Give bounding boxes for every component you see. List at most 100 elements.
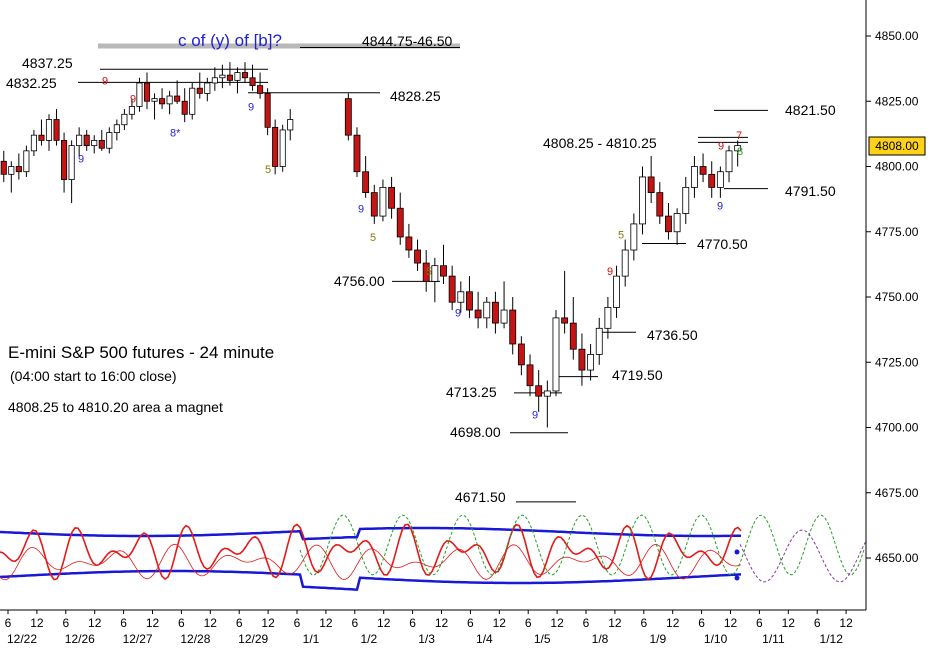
x-hour-label: 12 — [319, 616, 333, 630]
last-price-badge — [868, 136, 926, 156]
level-label: 4736.50 — [647, 327, 698, 343]
candle-body — [370, 192, 378, 217]
x-date-label: 1/3 — [418, 632, 435, 646]
oscillator-end-dot — [734, 575, 740, 581]
candle-body — [673, 213, 681, 233]
candle-body — [91, 139, 98, 147]
count-label: 9 — [358, 203, 364, 215]
y-tick-label: 4725.00 — [875, 355, 919, 369]
candle-body — [61, 139, 68, 180]
x-hour-label: 6 — [178, 616, 185, 630]
candle-body — [682, 186, 690, 214]
candle-body — [353, 134, 361, 173]
candle-body — [500, 309, 508, 324]
candle-body — [509, 309, 517, 345]
x-hour-label: 6 — [756, 616, 763, 630]
candle-body — [388, 186, 396, 209]
candle-body — [189, 87, 196, 115]
y-tick-label: 4825.00 — [875, 94, 919, 108]
candle-body — [396, 207, 404, 238]
candle-body — [466, 291, 473, 311]
candle-body — [431, 265, 439, 282]
level-label: 4837.25 — [22, 55, 73, 71]
candle-body — [219, 74, 226, 79]
candle-body — [38, 134, 45, 141]
candle-body — [0, 160, 7, 175]
count-label: 7 — [736, 130, 742, 142]
x-date-label: 1/12 — [820, 632, 844, 646]
x-date-label: 12/27 — [123, 632, 153, 646]
candle-body — [279, 129, 286, 167]
level-label: 4698.00 — [450, 424, 501, 440]
y-tick-label: 4650.00 — [875, 551, 919, 565]
candle-body — [647, 176, 655, 194]
candle-body — [249, 77, 256, 86]
candlesticks — [0, 62, 742, 428]
x-hour-label: 6 — [640, 616, 647, 630]
candle-body — [535, 385, 543, 397]
candle-body — [121, 113, 128, 126]
candle-body — [241, 72, 249, 79]
candle-body — [362, 171, 370, 194]
count-label: 9 — [532, 409, 538, 421]
level-label: 4832.25 — [6, 75, 57, 91]
candle-body — [264, 93, 271, 128]
candle-body — [561, 317, 569, 324]
level-label: 4770.50 — [697, 236, 748, 252]
count-label: 9 — [718, 141, 724, 153]
count-label: 8 — [737, 146, 743, 158]
count-label: 9 — [78, 154, 84, 166]
x-date-label: 1/4 — [476, 632, 493, 646]
candle-body — [440, 265, 447, 277]
candle-body — [159, 98, 166, 105]
candle-body — [151, 98, 158, 102]
x-date-label: 1/5 — [534, 632, 551, 646]
level-label: 4844.75-46.50 — [362, 33, 453, 49]
oscillator-projection-purple — [739, 529, 867, 583]
level-label: 4713.25 — [446, 384, 497, 400]
x-hour-label: 6 — [814, 616, 821, 630]
candle-body — [128, 106, 135, 115]
x-hour-label: 6 — [525, 616, 532, 630]
x-hour-label: 6 — [294, 616, 301, 630]
y-tick-label: 4700.00 — [875, 421, 919, 435]
x-date-label: 1/10 — [704, 632, 728, 646]
candle-body — [196, 87, 203, 94]
count-label: 9 — [102, 75, 108, 87]
x-date-label: 1/11 — [762, 632, 785, 646]
candle-body — [166, 95, 173, 105]
candle-body — [45, 119, 53, 141]
candle-body — [68, 145, 75, 180]
last-price-label: 4808.00 — [875, 139, 919, 153]
y-axis-ticks: 4650.00 4675.00 4700.00 4725.00 4750.00 4775.… — [866, 29, 919, 565]
x-date-label: 1/2 — [360, 632, 377, 646]
candle-body — [690, 166, 698, 188]
oscillator-lower-band — [0, 569, 742, 591]
count-label: 8* — [170, 128, 181, 140]
x-hour-label: 12 — [550, 616, 564, 630]
candle-body — [136, 82, 143, 107]
candle-body — [98, 139, 105, 149]
candle-body — [517, 343, 525, 366]
count-label: 9 — [455, 308, 461, 320]
candle-body — [287, 119, 294, 131]
candle-body — [716, 171, 724, 188]
oscillator-main-line — [0, 523, 742, 581]
wave-label: c of (y) of [b]? — [178, 31, 282, 50]
oscillator-end-dot — [734, 549, 740, 555]
candle-body — [543, 390, 551, 397]
candle-body — [448, 275, 456, 303]
candle-body — [53, 119, 60, 141]
count-label: 5 — [370, 232, 376, 244]
candle-body — [15, 166, 22, 173]
candle-body — [113, 124, 120, 133]
level-label: 4756.00 — [334, 273, 385, 289]
candle-body — [143, 82, 151, 102]
candle-body — [604, 307, 612, 329]
candle-body — [344, 98, 352, 136]
x-hour-label: 6 — [409, 616, 416, 630]
candle-body — [474, 309, 482, 319]
candle-body — [734, 145, 742, 152]
